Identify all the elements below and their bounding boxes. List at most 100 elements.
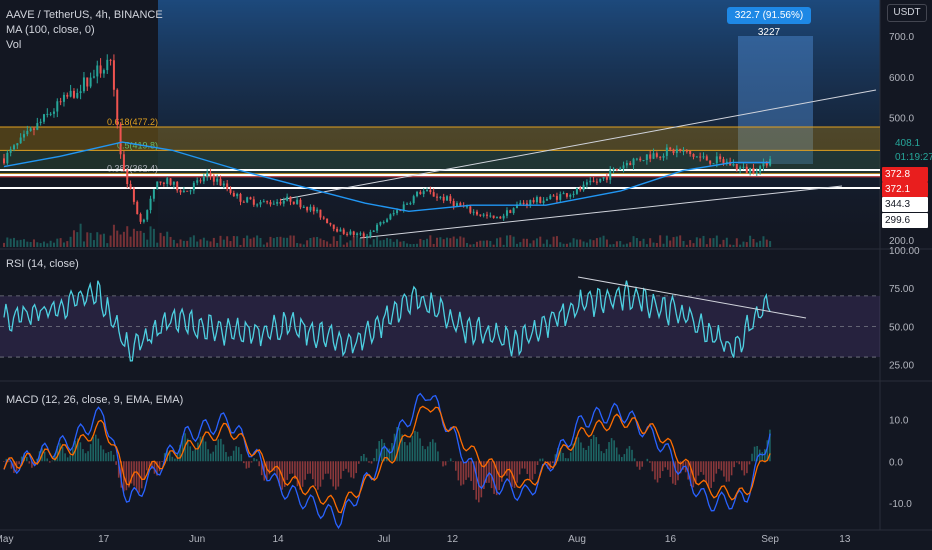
- volume-bar: [752, 238, 755, 247]
- volume-bar: [659, 235, 662, 247]
- volume-bar: [495, 238, 498, 247]
- candle-body: [579, 188, 582, 191]
- candle-body: [386, 219, 389, 222]
- candle-body: [69, 90, 72, 97]
- macd-histogram-bar: [758, 449, 761, 462]
- macd-histogram-bar: [610, 438, 613, 462]
- volume-bar: [186, 240, 189, 247]
- candle-body: [236, 193, 239, 197]
- candle-body: [42, 114, 45, 122]
- candle-body: [545, 199, 548, 201]
- candle-body: [16, 143, 19, 146]
- volume-bar: [319, 238, 322, 247]
- currency-button[interactable]: USDT: [887, 4, 927, 22]
- macd-histogram-bar: [237, 447, 240, 462]
- candle-body: [762, 162, 765, 167]
- candle-body: [452, 201, 455, 207]
- macd-histogram-bar: [409, 442, 411, 462]
- volume-bar: [525, 238, 528, 247]
- volume-bar: [206, 240, 209, 247]
- candle-body: [446, 196, 449, 201]
- candle-body: [189, 190, 192, 192]
- volume-bar: [745, 242, 748, 247]
- volume-bar: [582, 241, 585, 247]
- macd-histogram-bar: [230, 455, 232, 462]
- macd-histogram-bar: [649, 461, 651, 463]
- volume-bar: [92, 240, 95, 247]
- candle-body: [629, 163, 632, 166]
- candle-body: [515, 204, 518, 209]
- candle-body: [652, 153, 655, 159]
- macd-histogram-bar: [306, 461, 309, 474]
- macd-histogram-bar: [373, 458, 375, 462]
- macd-histogram-bar: [460, 461, 462, 486]
- macd-histogram-bar: [452, 461, 455, 462]
- candle-body: [136, 201, 139, 215]
- candle-body: [622, 165, 625, 169]
- macd-histogram-bar: [541, 458, 544, 462]
- candle-body: [376, 224, 379, 231]
- macd-histogram-bar: [273, 461, 276, 472]
- volume-bar: [346, 242, 349, 247]
- macd-histogram-bar: [258, 461, 260, 467]
- candle-body: [709, 160, 712, 164]
- volume-bar: [139, 230, 142, 247]
- volume-bar: [42, 241, 45, 247]
- volume-bar: [522, 238, 525, 247]
- candle-body: [609, 170, 612, 180]
- candle-body: [539, 197, 542, 203]
- ma-100-line: [3, 141, 771, 213]
- macd-histogram-bar: [393, 433, 396, 462]
- macd-histogram-bar: [92, 436, 94, 462]
- macd-histogram-bar: [120, 461, 123, 488]
- macd-histogram-bar: [220, 438, 222, 462]
- candle-body: [529, 200, 532, 205]
- macd-histogram-bar: [151, 461, 153, 469]
- candle-body: [56, 101, 59, 112]
- rsi-legend: RSI (14, close): [6, 258, 79, 270]
- candle-body: [216, 178, 219, 182]
- macd-histogram-bar: [59, 443, 61, 462]
- macd-histogram-bar: [314, 461, 317, 487]
- macd-histogram-bar: [51, 460, 54, 462]
- macd-histogram-bar: [600, 451, 603, 462]
- candle-body: [719, 156, 722, 160]
- candle-body: [409, 203, 412, 205]
- candle-body: [329, 223, 332, 225]
- volume-bar: [505, 235, 508, 247]
- volume-bar: [585, 242, 588, 247]
- macd-histogram-bar: [483, 461, 485, 490]
- macd-histogram-bar: [437, 451, 439, 462]
- volume-bar: [306, 240, 309, 247]
- candle-body: [569, 194, 572, 197]
- macd-histogram-bar: [677, 461, 679, 481]
- candle-body: [52, 111, 55, 114]
- candle-body: [512, 208, 515, 214]
- rsi-line: [3, 280, 771, 362]
- macd-histogram-bar: [646, 458, 649, 462]
- volume-bar: [359, 238, 362, 247]
- candle-body: [109, 59, 112, 61]
- macd-histogram-bar: [89, 444, 92, 462]
- fib-band-upper: [0, 126, 880, 151]
- macd-histogram-bar: [20, 456, 23, 462]
- candle-body: [219, 178, 222, 186]
- candle-body: [129, 184, 132, 189]
- candle-body: [612, 168, 615, 171]
- macd-histogram-bar: [291, 461, 294, 474]
- candle-body: [765, 162, 768, 166]
- candle-body: [259, 202, 262, 205]
- candle-body: [509, 210, 512, 214]
- macd-histogram-bar: [638, 461, 641, 470]
- candle-body: [522, 202, 525, 204]
- volume-bar: [579, 239, 582, 247]
- macd-histogram-bar: [769, 429, 771, 462]
- macd-histogram-bar: [222, 444, 225, 462]
- x-tick-label: Jun: [189, 534, 205, 545]
- volume-bar: [52, 242, 55, 247]
- volume-bar: [389, 238, 392, 247]
- macd-histogram-bar: [552, 461, 554, 464]
- candle-body: [712, 163, 715, 165]
- fib-label: 0.618(477.2): [107, 117, 158, 127]
